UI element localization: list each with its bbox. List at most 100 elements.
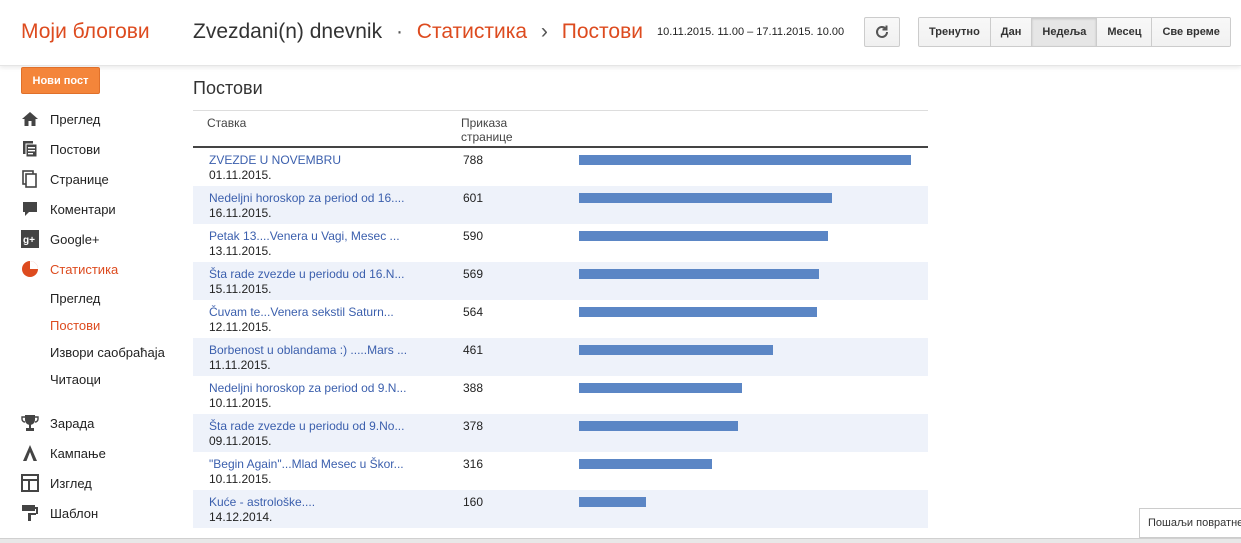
breadcrumb-stats[interactable]: Статистика <box>416 20 528 43</box>
post-title-link[interactable]: Nedeljni horoskop za period od 9.N... <box>209 381 407 395</box>
top-header: Моји блогови Zvezdani(n) dnevnik · Стати… <box>0 0 1241 66</box>
table-row: Nedeljni horoskop za period od 9.N... 10.… <box>193 376 928 414</box>
template-icon <box>21 504 39 522</box>
pageview-count: 564 <box>463 305 484 319</box>
sidebar-item-label: Google+ <box>50 231 100 247</box>
posts-stats-table: Ставка Приказа странице ZVEZDE U NOVEMBR… <box>193 110 928 528</box>
range-day-button[interactable]: Дан <box>989 18 1032 46</box>
refresh-button[interactable] <box>864 17 900 47</box>
sidebar-item-comments[interactable]: Коментари <box>21 194 116 224</box>
sidebar-item-campaigns[interactable]: Кампање <box>21 438 106 468</box>
range-all-time-button[interactable]: Све време <box>1151 18 1230 46</box>
stats-sub-posts[interactable]: Постови <box>50 317 101 333</box>
post-title-link[interactable]: Šta rade zvezde u periodu od 9.No... <box>209 419 405 433</box>
pageview-count: 590 <box>463 229 484 243</box>
horizontal-scrollbar[interactable] <box>0 538 1241 543</box>
trophy-icon <box>21 414 39 432</box>
sidebar-item-label: Странице <box>50 171 109 187</box>
post-title-link[interactable]: Šta rade zvezde u periodu od 16.N... <box>209 267 405 281</box>
range-now-button[interactable]: Тренутно <box>919 18 990 46</box>
sidebar-item-google-plus[interactable]: g+ Google+ <box>21 224 100 254</box>
refresh-icon <box>876 25 888 38</box>
stats-sub-overview[interactable]: Преглед <box>50 290 101 306</box>
sidebar-item-pages[interactable]: Странице <box>21 164 109 194</box>
sidebar-item-earnings[interactable]: Зарада <box>21 408 94 438</box>
layout-icon <box>21 474 39 492</box>
pageview-bar <box>579 307 817 317</box>
pageview-bar <box>579 193 832 203</box>
date-range: 10.11.2015. 11.00 – 17.11.2015. 10.00 <box>657 26 845 38</box>
post-date: 14.12.2014. <box>209 510 273 524</box>
table-row: Petak 13....Venera u Vagi, Mesec ... 13.1… <box>193 224 928 262</box>
pages-icon <box>21 170 39 188</box>
post-date: 12.11.2015. <box>209 320 272 334</box>
comment-icon <box>21 200 39 218</box>
new-post-button[interactable]: Нови пост <box>21 67 100 94</box>
pageview-count: 316 <box>463 457 484 471</box>
post-title-link[interactable]: Borbenost u oblandama :) .....Mars ... <box>209 343 408 357</box>
stats-icon <box>21 260 39 278</box>
table-row: Borbenost u oblandama :) .....Mars ... 11… <box>193 338 928 376</box>
sidebar-item-stats[interactable]: Статистика <box>21 254 118 284</box>
table-row: Nedeljni horoskop za period od 16.... 16.… <box>193 186 928 224</box>
post-title-link[interactable]: "Begin Again"...Mlad Mesec u Škor... <box>209 457 404 471</box>
table-row: Čuvam te...Venera sekstil Saturn... 12.11… <box>193 300 928 338</box>
my-blogs-link[interactable]: Моји блогови <box>21 20 150 43</box>
svg-text:g+: g+ <box>23 235 35 246</box>
pageview-count: 569 <box>463 267 484 281</box>
post-title-link[interactable]: Nedeljni horoskop za period od 16.... <box>209 191 405 205</box>
pageview-bar <box>579 383 742 393</box>
table-header: Ставка Приказа странице <box>193 110 928 148</box>
page-title: Постови <box>193 78 263 98</box>
google-plus-icon: g+ <box>21 230 39 248</box>
sidebar-item-layout[interactable]: Изглед <box>21 468 92 498</box>
stats-sub-audience[interactable]: Читаоци <box>50 371 101 387</box>
table-row: Šta rade zvezde u periodu od 9.No... 09.1… <box>193 414 928 452</box>
pageview-bar <box>579 421 738 431</box>
breadcrumb-separator: · <box>395 20 403 43</box>
sidebar-item-label: Статистика <box>50 261 119 277</box>
home-icon <box>21 110 39 128</box>
sidebar-item-label: Коментари <box>50 201 116 217</box>
sidebar-item-label: Шаблон <box>50 505 99 521</box>
post-title-link[interactable]: Petak 13....Venera u Vagi, Mesec ... <box>209 229 400 243</box>
sidebar-item-template[interactable]: Шаблон <box>21 498 98 528</box>
pageview-bar <box>579 345 773 355</box>
post-date: 13.11.2015. <box>209 244 272 258</box>
pageview-bar <box>579 155 911 165</box>
sidebar-item-label: Зарада <box>50 415 95 431</box>
column-header-views: Приказа странице <box>461 116 513 144</box>
pageview-count: 388 <box>463 381 484 395</box>
sidebar-item-posts[interactable]: Постови <box>21 134 100 164</box>
time-range-selector: Тренутно Дан Недеља Месец Све време <box>918 17 1231 47</box>
breadcrumb-separator: › <box>540 20 548 43</box>
pageview-count: 601 <box>463 191 484 205</box>
pageview-count: 461 <box>463 343 484 357</box>
sidebar-item-label: Изглед <box>50 475 92 491</box>
range-month-button[interactable]: Месец <box>1096 18 1152 46</box>
column-header-views-line1: Приказа <box>461 116 508 130</box>
post-date: 16.11.2015. <box>209 206 272 220</box>
blog-name[interactable]: Zvezdani(n) dnevnik <box>193 20 383 43</box>
stats-sub-traffic-sources[interactable]: Извори саобраћаја <box>50 344 165 360</box>
sidebar-item-overview[interactable]: Преглед <box>21 104 100 134</box>
post-date: 11.11.2015. <box>209 358 271 372</box>
post-title-link[interactable]: Čuvam te...Venera sekstil Saturn... <box>209 305 394 319</box>
post-date: 10.11.2015. <box>209 472 272 486</box>
sidebar-item-label: Кампање <box>50 445 106 461</box>
post-title-link[interactable]: Kuće - astrološke.... <box>209 495 316 509</box>
post-date: 01.11.2015. <box>209 168 272 182</box>
pageview-bar <box>579 269 819 279</box>
post-date: 15.11.2015. <box>209 282 272 296</box>
breadcrumb-posts[interactable]: Постови <box>561 20 643 43</box>
pageview-bar <box>579 231 828 241</box>
table-row: Kuće - astrološke.... 14.12.2014. 160 <box>193 490 928 528</box>
pageview-bar <box>579 497 646 507</box>
pageview-bar <box>579 459 712 469</box>
range-week-button[interactable]: Недеља <box>1031 18 1097 46</box>
pageview-count: 378 <box>463 419 484 433</box>
post-title-link[interactable]: ZVEZDE U NOVEMBRU <box>209 153 342 167</box>
post-date: 10.11.2015. <box>209 396 272 410</box>
post-date: 09.11.2015. <box>209 434 272 448</box>
send-feedback-button[interactable]: Пошаљи повратне <box>1139 508 1241 538</box>
